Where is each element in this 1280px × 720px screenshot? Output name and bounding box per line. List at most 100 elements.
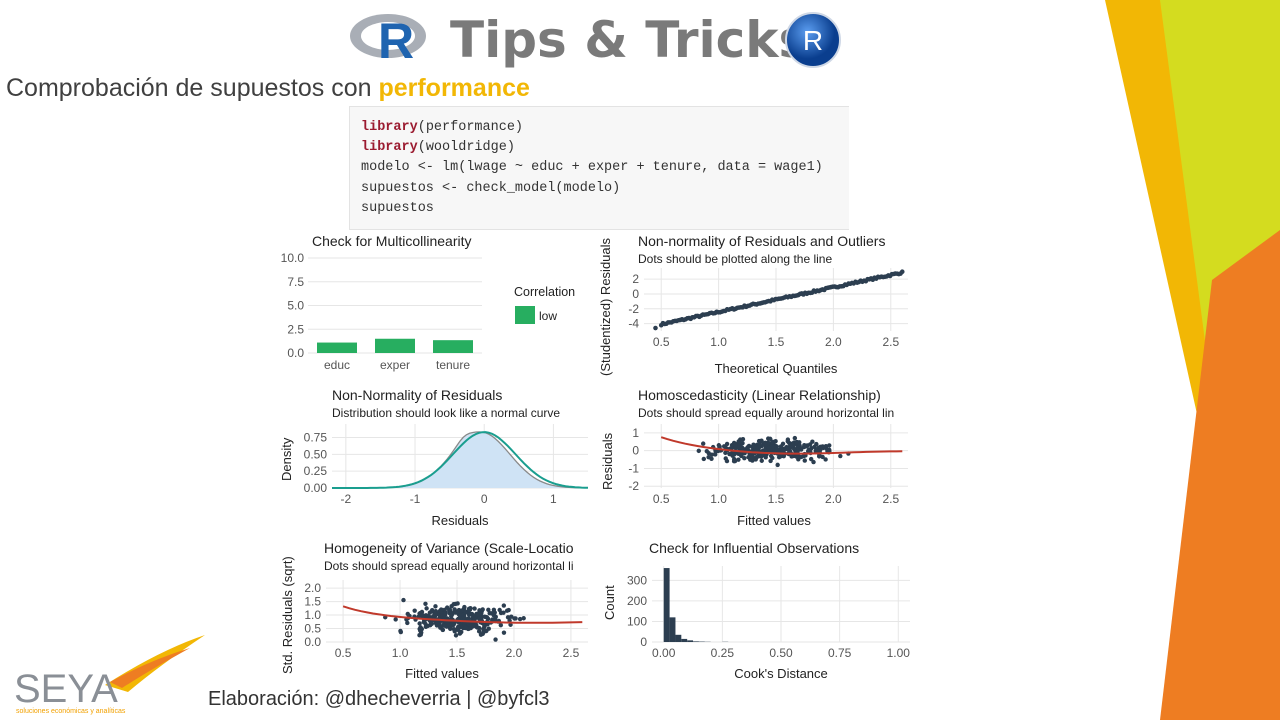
loess-line: [342, 605, 583, 624]
scale-point: [442, 615, 447, 620]
scale-point: [468, 625, 473, 631]
scale-point: [517, 616, 523, 622]
code-keyword: library: [361, 120, 418, 135]
legend-title: Correlation: [514, 285, 575, 299]
scale-point: [482, 614, 487, 619]
y-tick-label: 2: [632, 272, 639, 286]
scale-point: [440, 627, 445, 632]
y-tick-label: 2.0: [304, 581, 321, 595]
scale-point: [508, 622, 513, 627]
decorative-bands: [1105, 0, 1280, 720]
scale-point: [405, 611, 410, 617]
y-axis-label: Density: [279, 437, 294, 481]
residual-point: [721, 444, 727, 449]
scale-point: [451, 601, 456, 607]
scale-point: [412, 608, 417, 613]
scale-point: [429, 609, 434, 614]
residual-point: [774, 447, 780, 452]
x-tick-label: 0: [481, 492, 488, 506]
histogram-bar: [693, 641, 699, 642]
x-tick-label: 0.5: [653, 335, 670, 349]
residual-point: [733, 443, 738, 448]
x-tick-label: 1.5: [768, 335, 785, 349]
r-badge-letter: R: [803, 25, 823, 56]
y-tick-label: 0: [632, 287, 639, 301]
y-tick-label: 300: [627, 573, 647, 587]
plot-title: Non-Normality of Residuals: [332, 387, 502, 403]
residual-point: [739, 445, 745, 450]
x-axis-label: Fitted values: [405, 666, 479, 681]
scale-point: [423, 601, 428, 606]
residual-point: [768, 436, 773, 442]
residual-point: [820, 454, 825, 460]
y-tick-label: -2: [628, 302, 639, 316]
scale-point: [451, 627, 457, 632]
scale-point: [455, 601, 460, 606]
y-axis-label: Residuals: [600, 432, 615, 490]
y-tick-label: 200: [627, 594, 647, 608]
scale-point: [449, 611, 454, 616]
code-text: modelo <- lm(lwage ~ educ + exper + tenu…: [361, 160, 823, 176]
residual-point: [827, 443, 832, 448]
histogram-bar: [675, 634, 682, 642]
seya-logo: SEYA soluciones económicas y analíticas: [14, 635, 205, 715]
y-tick-label: 2.5: [287, 322, 304, 336]
scale-point: [475, 611, 480, 617]
y-axis-label: (Studentized) Residuals: [598, 237, 613, 376]
residual-point: [736, 457, 741, 462]
residual-point: [790, 453, 795, 459]
residual-point: [713, 452, 718, 457]
residual-point: [781, 448, 786, 453]
scale-point: [405, 620, 410, 626]
scale-point: [460, 608, 465, 613]
scale-point: [463, 609, 468, 615]
x-tick-label: 1.5: [768, 492, 785, 506]
x-tick-label: -2: [341, 492, 352, 506]
code-text: (wooldridge): [417, 140, 515, 156]
x-tick-label: 0.5: [653, 492, 670, 506]
residual-point: [795, 449, 800, 454]
scale-point: [472, 616, 477, 622]
scale-point: [453, 633, 459, 638]
x-axis-label: Fitted values: [737, 513, 811, 528]
residual-point: [756, 438, 762, 444]
plot-title: Homogeneity of Variance (Scale-Locatio: [324, 540, 574, 556]
y-tick-label: 1.5: [304, 595, 321, 609]
code-line: library(performance): [361, 118, 849, 138]
residual-point: [763, 440, 768, 446]
scale-point: [433, 609, 438, 615]
residual-point: [790, 442, 795, 448]
scale-point: [437, 608, 443, 614]
x-tick-label: 0.75: [828, 646, 852, 660]
y-tick-label: 0.0: [304, 635, 321, 649]
residual-point: [701, 456, 706, 462]
residual-point: [773, 438, 778, 444]
y-tick-label: 0: [640, 635, 647, 649]
x-tick-label: 0.50: [769, 646, 793, 660]
scale-point: [437, 621, 442, 626]
residual-point: [732, 458, 738, 464]
r-logo-icon: R: [350, 13, 426, 66]
y-tick-label: 1: [632, 426, 639, 440]
residual-point: [744, 445, 750, 451]
vif-bar: [375, 338, 415, 353]
residual-point: [770, 455, 775, 461]
x-tick-label: 2.0: [506, 646, 523, 660]
histogram-bar: [663, 568, 670, 642]
x-tick-label: 1.0: [392, 646, 409, 660]
qq-point: [653, 325, 658, 331]
y-tick-label: -1: [628, 461, 639, 475]
x-tick-label: tenure: [436, 358, 470, 372]
x-tick-label: 2.5: [882, 492, 899, 506]
x-tick-label: 0.00: [652, 646, 676, 660]
x-tick-label: 1.5: [449, 646, 466, 660]
scale-point: [498, 622, 504, 628]
legend-label: low: [539, 309, 557, 323]
plot-subtitle: Distribution should look like a normal c…: [332, 406, 560, 420]
residual-point: [759, 458, 764, 463]
residual-point: [717, 444, 722, 449]
plot-title: Non-normality of Residuals and Outliers: [638, 233, 885, 249]
scale-point: [491, 613, 496, 618]
residual-point: [821, 445, 826, 451]
scale-point: [486, 626, 491, 631]
